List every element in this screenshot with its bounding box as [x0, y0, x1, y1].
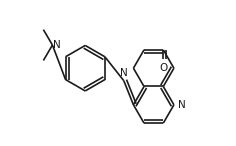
Text: N: N [178, 100, 186, 110]
Text: N: N [53, 40, 61, 50]
Text: O: O [159, 63, 167, 73]
Text: N: N [120, 68, 128, 78]
